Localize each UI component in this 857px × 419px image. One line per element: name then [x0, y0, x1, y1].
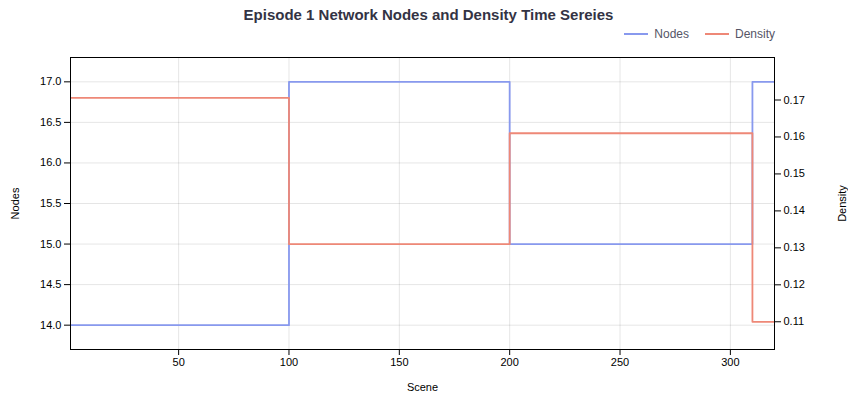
svg-text:0.11: 0.11 [784, 315, 805, 327]
svg-text:0.16: 0.16 [784, 130, 805, 142]
svg-text:0.17: 0.17 [784, 94, 805, 106]
svg-text:Density: Density [836, 185, 848, 222]
svg-text:15.0: 15.0 [40, 238, 61, 250]
svg-text:0.12: 0.12 [784, 278, 805, 290]
svg-text:0.15: 0.15 [784, 167, 805, 179]
svg-text:Nodes: Nodes [9, 187, 21, 219]
html-text:Episode 1 Network Nodes and De: Episode 1 Network Nodes and Density Time… [243, 6, 614, 23]
svg-text:50: 50 [173, 356, 185, 368]
svg-text:100: 100 [280, 356, 298, 368]
svg-text:0.14: 0.14 [784, 204, 805, 216]
html-text:Density: Density [735, 27, 775, 41]
html-text:Nodes: Nodes [654, 27, 689, 41]
svg-text:0.13: 0.13 [784, 241, 805, 253]
svg-text:16.5: 16.5 [40, 116, 61, 128]
svg-text:16.0: 16.0 [40, 156, 61, 168]
svg-text:300: 300 [721, 356, 739, 368]
svg-text:14.0: 14.0 [40, 319, 61, 331]
svg-text:17.0: 17.0 [40, 75, 61, 87]
svg-text:250: 250 [611, 356, 629, 368]
svg-text:200: 200 [500, 356, 518, 368]
svg-text:150: 150 [390, 356, 408, 368]
svg-text:Scene: Scene [407, 381, 438, 393]
svg-text:15.5: 15.5 [40, 197, 61, 209]
svg-text:14.5: 14.5 [40, 278, 61, 290]
